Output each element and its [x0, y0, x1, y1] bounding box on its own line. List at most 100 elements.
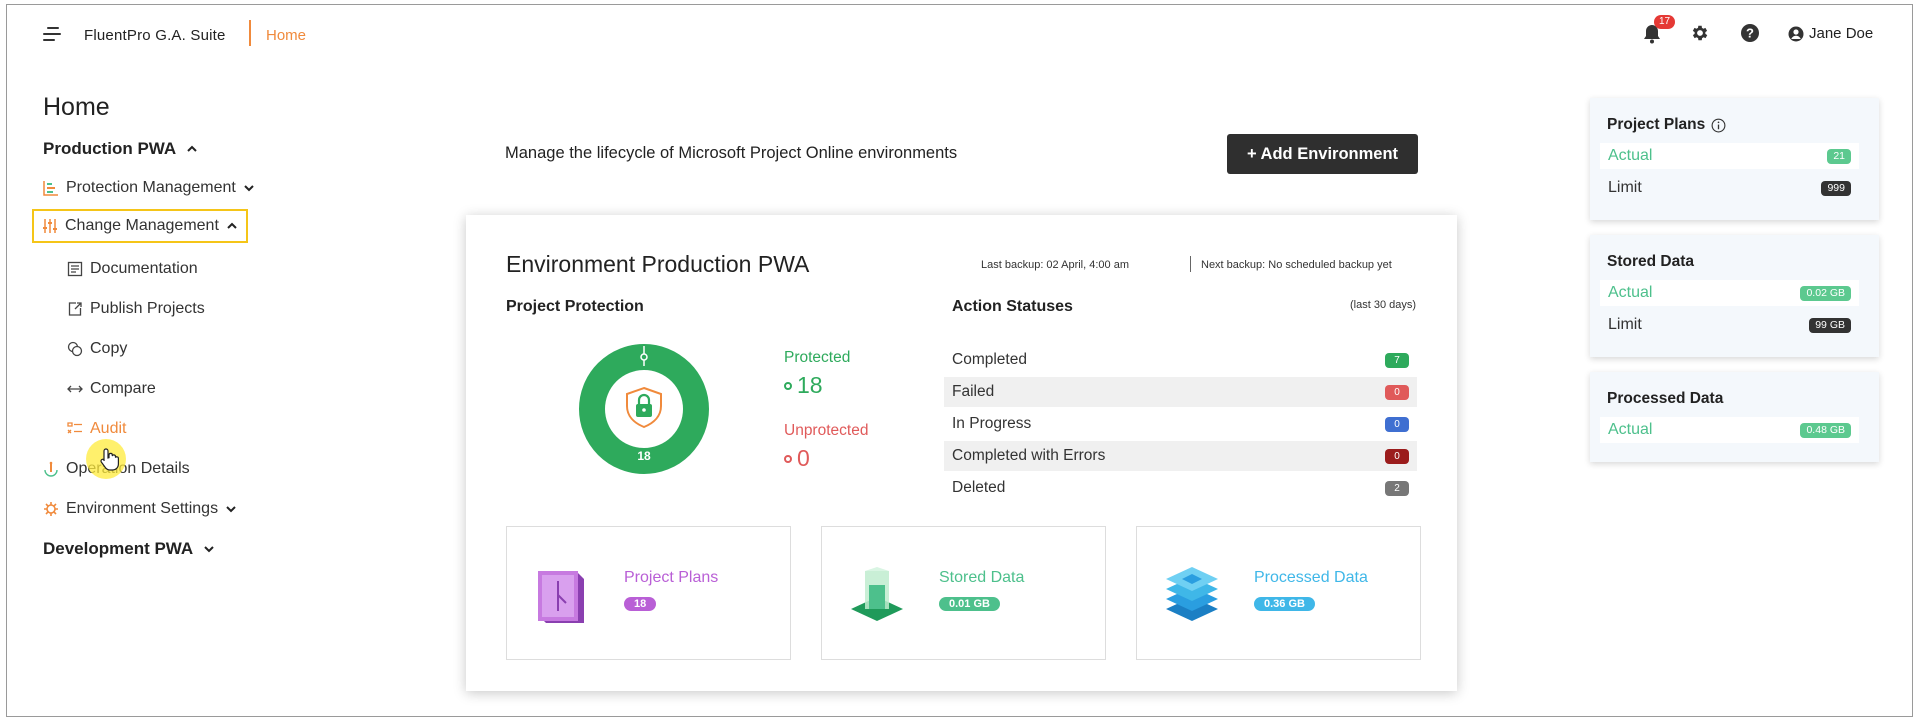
usage-actual-badge: 21	[1827, 148, 1851, 164]
nav-item-audit[interactable]: Audit	[67, 420, 126, 438]
usage-row-label: Actual	[1608, 421, 1653, 438]
usage-limit-badge: 99 GB	[1809, 317, 1851, 333]
usage-panel-title: Project Plans	[1607, 116, 1726, 134]
notification-count-badge: 17	[1654, 15, 1676, 29]
last-backup-text: Last backup: 02 April, 4:00 am	[981, 259, 1129, 271]
nav-item-compare[interactable]: Compare	[67, 380, 156, 398]
tile-label: Stored Data	[939, 569, 1025, 586]
settings-gear-icon[interactable]	[1690, 21, 1714, 45]
nav-section-production[interactable]: Production PWA	[43, 139, 198, 159]
header-divider	[249, 20, 251, 46]
breadcrumb-current: Home	[266, 27, 307, 44]
usage-row-actual: Actual 21	[1600, 143, 1859, 169]
action-statuses-period: (last 30 days)	[1350, 299, 1417, 311]
chevron-up-icon	[187, 145, 197, 152]
environment-card: Environment Production PWA Last backup: …	[466, 215, 1457, 691]
usage-panel-project-plans: Project Plans Actual 21 Limit 999	[1590, 98, 1879, 220]
environment-title: Environment Production PWA	[506, 251, 810, 277]
status-label: Failed	[952, 383, 995, 400]
tile-label: Project Plans	[624, 569, 719, 586]
unprotected-ring-icon	[784, 454, 792, 463]
tile-value-badge: 18	[624, 597, 657, 611]
nav-item-label: Copy	[90, 340, 128, 357]
action-statuses-title: Action Statuses	[952, 298, 1073, 315]
protection-donut-chart	[579, 344, 709, 474]
chart-bars-icon	[43, 181, 58, 196]
chevron-up-icon	[227, 222, 237, 229]
usage-row-label: Limit	[1608, 179, 1642, 196]
status-count-badge: 7	[1385, 352, 1409, 368]
app-window: FluentPro G.A. Suite Home 17 ?	[6, 4, 1913, 717]
status-count-badge: 2	[1385, 480, 1409, 496]
status-count-badge: 0	[1385, 384, 1409, 400]
copy-icon	[67, 341, 83, 357]
usage-panel-title: Processed Data	[1607, 390, 1724, 407]
user-avatar-icon	[1788, 26, 1804, 41]
user-name: Jane Doe	[1809, 25, 1874, 42]
usage-row-label: Actual	[1608, 147, 1653, 164]
compare-arrows-icon	[67, 385, 83, 393]
protected-count: 18	[797, 372, 823, 398]
usage-row-label: Limit	[1608, 316, 1642, 333]
nav-section-label: Development PWA	[43, 539, 194, 558]
unprotected-label: Unprotected	[784, 422, 869, 439]
help-icon[interactable]: ?	[1740, 21, 1764, 45]
status-row-completed: Completed 7	[944, 345, 1417, 375]
protected-value: 18	[784, 372, 823, 399]
protected-ring-icon	[784, 381, 792, 390]
tile-stored-data[interactable]: Stored Data 0.01 GB	[821, 526, 1106, 660]
page-title: Home	[43, 93, 110, 121]
protection-total: 18	[637, 449, 651, 463]
tile-value-badge: 0.01 GB	[939, 597, 1000, 611]
app-name[interactable]: FluentPro G.A. Suite	[84, 27, 226, 44]
nav-item-documentation[interactable]: Documentation	[67, 260, 198, 278]
nav-item-label: Protection Management	[66, 179, 236, 196]
status-label: Deleted	[952, 479, 1006, 496]
usage-row-label: Actual	[1608, 284, 1653, 301]
chevron-down-icon	[226, 506, 236, 513]
info-icon	[44, 461, 58, 477]
unprotected-value: 0	[784, 445, 810, 472]
nav-item-change-management[interactable]: Change Management	[32, 209, 248, 243]
usage-row-limit: Limit 999	[1600, 175, 1859, 201]
status-label: Completed	[952, 351, 1027, 368]
usage-panel-processed-data: Processed Data Actual 0.48 GB	[1590, 372, 1879, 462]
user-menu[interactable]: Jane Doe	[1788, 25, 1873, 42]
next-backup-text: Next backup: No scheduled backup yet	[1201, 259, 1392, 271]
usage-panel-title-text: Project Plans	[1607, 116, 1706, 133]
document-icon	[67, 261, 83, 277]
sliders-icon	[43, 219, 57, 233]
usage-panel-title: Stored Data	[1607, 253, 1694, 270]
backup-divider	[1190, 256, 1191, 272]
nav-item-protection-management[interactable]: Protection Management	[43, 179, 255, 197]
tile-project-plans[interactable]: Project Plans 18	[506, 526, 791, 660]
menu-toggle-icon[interactable]	[43, 27, 61, 41]
notifications-bell-icon[interactable]: 17	[1642, 15, 1676, 45]
nav-item-publish-projects[interactable]: Publish Projects	[67, 300, 205, 318]
chevron-down-icon	[204, 546, 214, 553]
add-environment-button[interactable]: + Add Environment	[1227, 134, 1418, 174]
status-row-failed: Failed 0	[944, 377, 1417, 407]
usage-row-actual: Actual 0.48 GB	[1600, 417, 1859, 443]
status-label: In Progress	[952, 415, 1032, 432]
info-circle-icon[interactable]	[1711, 118, 1726, 133]
tile-processed-data[interactable]: Processed Data 0.36 GB	[1136, 526, 1421, 660]
gear-icon	[44, 502, 58, 516]
page-subtitle: Manage the lifecycle of Microsoft Projec…	[505, 144, 958, 162]
nav-item-label: Documentation	[90, 260, 198, 277]
nav-section-development[interactable]: Development PWA	[43, 539, 215, 559]
nav-item-environment-settings[interactable]: Environment Settings	[43, 500, 237, 518]
usage-panel-stored-data: Stored Data Actual 0.02 GB Limit 99 GB	[1590, 235, 1879, 357]
nav-item-copy[interactable]: Copy	[67, 340, 127, 358]
unprotected-count: 0	[797, 445, 810, 471]
nav-section-label: Production PWA	[43, 139, 177, 158]
stored-data-icon	[851, 567, 903, 621]
status-row-deleted: Deleted 2	[944, 473, 1417, 503]
status-row-completed-with-errors: Completed with Errors 0	[944, 441, 1417, 471]
svg-text:?: ?	[1746, 26, 1754, 41]
tile-label: Processed Data	[1254, 569, 1368, 586]
processed-data-icon	[1166, 567, 1218, 621]
usage-actual-badge: 0.48 GB	[1800, 422, 1851, 438]
project-plans-icon	[538, 571, 584, 623]
shield-lock-icon	[626, 386, 662, 429]
